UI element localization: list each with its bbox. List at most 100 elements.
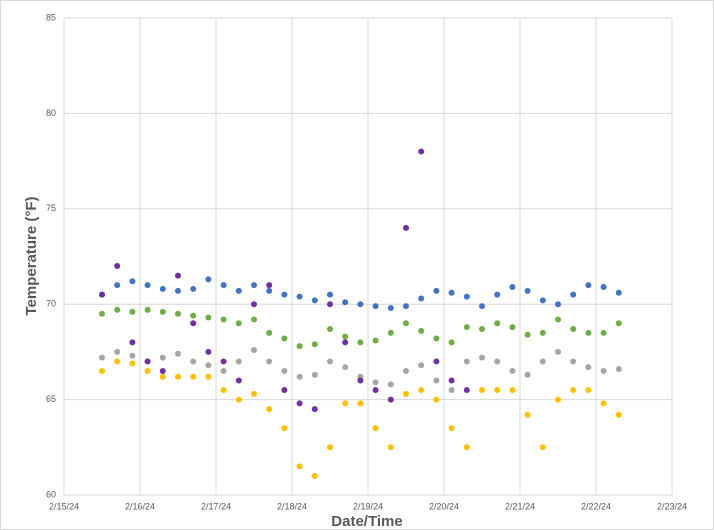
data-point [159,373,166,380]
data-point [524,411,531,418]
data-point [235,358,242,365]
y-axis-title: Temperature (°F) [23,196,40,315]
data-point [205,362,212,369]
data-point [463,324,470,331]
data-point [281,335,288,342]
y-tick-label: 65 [46,394,56,404]
y-tick-label: 85 [46,12,56,22]
data-point [327,358,333,365]
data-point [129,352,136,359]
data-point [251,390,257,397]
data-point [114,263,121,270]
data-point [570,326,577,333]
data-point [296,400,303,407]
data-point [129,360,136,367]
data-point [220,316,227,323]
data-point [509,387,516,394]
data-point [448,425,455,432]
data-point [539,329,546,336]
data-point [357,377,364,384]
data-point [144,358,151,365]
data-point [296,373,303,380]
data-point [129,278,136,285]
data-point [418,362,425,369]
data-point [570,358,577,365]
data-point [433,377,440,384]
x-tick-label: 2/15/24 [49,501,79,511]
data-point [190,312,197,319]
data-point [144,282,151,289]
y-tick-label: 70 [46,299,56,309]
data-point [372,425,379,432]
data-point [494,320,501,327]
data-point [600,367,607,374]
data-point [129,308,136,315]
data-point [327,444,333,451]
data-point [175,373,181,380]
data-point [99,367,105,374]
data-point [190,373,197,380]
data-point [281,291,288,298]
data-point [570,387,577,394]
data-point [433,335,440,342]
data-point [99,354,105,361]
data-point [251,316,257,323]
data-point [144,367,151,374]
data-point [463,444,470,451]
data-point [311,472,318,479]
data-point [387,381,394,388]
data-point [251,282,257,289]
data-point [372,387,379,394]
data-point [555,348,561,355]
data-point [479,326,485,333]
data-point [357,400,364,407]
data-point [159,354,166,361]
data-point [327,301,333,308]
data-point [418,327,425,334]
data-point [114,348,121,355]
y-tick-label: 60 [46,489,56,499]
data-point [509,284,516,291]
data-point [418,387,425,394]
data-point [387,444,394,451]
data-point [403,320,409,327]
data-point [555,396,561,403]
x-tick-label: 2/23/24 [657,501,687,511]
data-point [144,306,151,313]
data-point [585,387,592,394]
x-tick-label: 2/19/24 [353,501,383,511]
data-point [175,287,181,294]
data-point [403,303,409,310]
data-point [266,287,273,294]
x-tick-label: 2/17/24 [201,501,231,511]
data-point [190,285,197,292]
data-point [114,358,121,365]
data-point [494,291,501,298]
data-point [266,282,273,289]
data-point [342,299,349,306]
data-point [175,310,181,317]
data-point [615,320,622,327]
data-point [357,339,364,346]
data-point [509,324,516,331]
data-point [585,364,592,371]
data-point [220,358,227,365]
data-point [296,293,303,300]
data-point [327,326,333,333]
data-point [220,282,227,289]
data-point [555,316,561,323]
data-point [509,367,516,374]
data-point [479,303,485,310]
data-point [494,358,501,365]
data-point [403,367,409,374]
data-point [235,287,242,294]
data-point [99,291,105,298]
data-point [342,400,349,407]
data-point [524,371,531,378]
data-point [600,284,607,291]
data-point [159,308,166,315]
data-point [585,282,592,289]
data-point [463,293,470,300]
